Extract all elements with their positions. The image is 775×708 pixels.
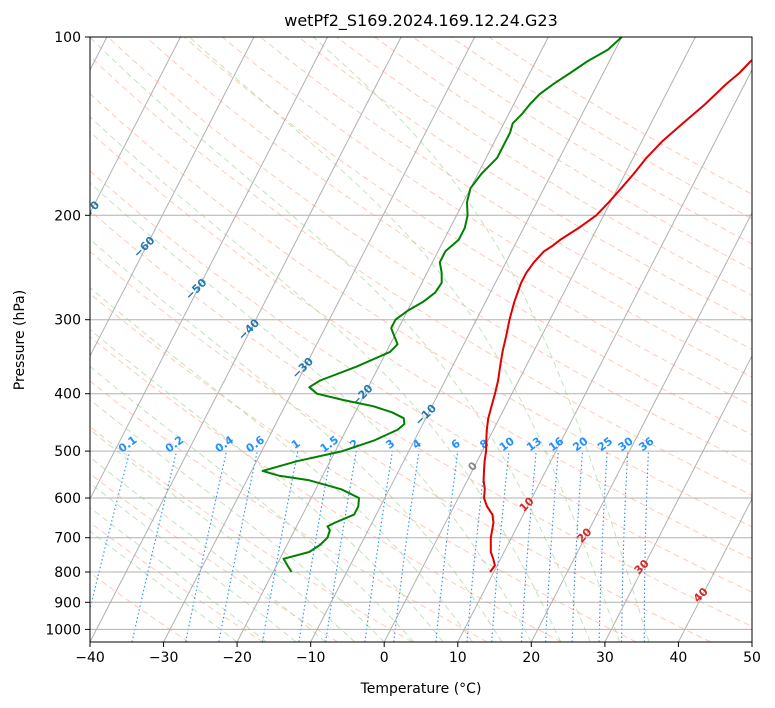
mixing-ratio-line [298, 451, 333, 642]
x-tick-label: 50 [743, 650, 761, 666]
dry-adiabat [90, 55, 752, 496]
isotherm [310, 37, 623, 642]
dry-adiabat [90, 170, 752, 593]
dry-adiabat [90, 210, 752, 627]
mixing-ratio-line [364, 451, 393, 642]
mixing-ratio-line [491, 451, 510, 642]
isotherm [236, 37, 549, 642]
isotherm [457, 68, 752, 642]
y-tick-label: 600 [54, 491, 81, 507]
isotherm [604, 354, 752, 642]
dry-adiabat [183, 37, 752, 407]
moist-adiabat [312, 37, 650, 642]
dry-adiabat [90, 92, 752, 528]
chart-title: wetPf2_S169.2024.169.12.24.G23 [284, 11, 558, 31]
dry-adiabat [145, 37, 752, 436]
dry-adiabat [221, 37, 752, 378]
isotherm [163, 37, 476, 642]
dry-adiabat [298, 37, 752, 323]
mixing-ratio-line [545, 451, 559, 642]
mixing-ratio-line [90, 450, 131, 611]
x-tick-label: 10 [449, 650, 467, 666]
mixing-ratio-line [466, 451, 487, 642]
x-axis-title: Temperature (°C) [360, 681, 482, 697]
y-tick-label: 800 [54, 565, 81, 581]
mixing-ratio-line [598, 451, 608, 642]
moist-adiabat [90, 116, 562, 642]
x-tick-label: −40 [75, 650, 105, 666]
dry-adiabat [90, 293, 637, 642]
moist-adiabat [90, 286, 473, 642]
mixing-ratio-line [393, 451, 420, 642]
mixing-ratio-line [185, 450, 228, 642]
x-tick-label: 0 [380, 650, 389, 666]
isotherm [90, 37, 329, 501]
dry-adiabat [90, 572, 189, 642]
mixing-ratio-line [435, 451, 459, 642]
y-tick-label: 900 [54, 595, 81, 611]
moist-adiabat [90, 328, 444, 642]
moist-adiabat [90, 530, 238, 642]
dry-adiabat [90, 250, 712, 642]
y-tick-label: 400 [54, 387, 81, 403]
moist-adiabat [90, 428, 356, 642]
x-tick-label: 30 [596, 650, 614, 666]
mixing-ratio-line [218, 450, 258, 642]
x-tick-label: −20 [222, 650, 252, 666]
dewpoint-profile-line [261, 37, 623, 573]
y-tick-label: 1000 [45, 622, 81, 638]
plot-frame [89, 36, 753, 643]
moist-adiabat [90, 456, 326, 642]
isotherm [383, 37, 696, 642]
mixing-ratio-line [325, 451, 357, 642]
x-tick-label: 40 [669, 650, 687, 666]
y-tick-label: 500 [54, 444, 81, 460]
y-tick-label: 100 [54, 30, 81, 46]
moist-adiabat [90, 398, 385, 642]
moist-adiabat [90, 482, 297, 642]
mixing-ratio-line [131, 450, 178, 642]
x-tick-label: 20 [522, 650, 540, 666]
mixing-ratio-line [261, 450, 299, 642]
moist-adiabat [188, 37, 621, 642]
grid-lines [90, 37, 752, 642]
y-tick-label: 700 [54, 531, 81, 547]
x-tick-label: −30 [149, 650, 179, 666]
dry-adiabat [90, 380, 488, 642]
isotherm [90, 37, 181, 215]
moist-adiabat [90, 37, 591, 642]
isotherm [530, 211, 752, 642]
y-axis-title: Pressure (hPa) [12, 290, 28, 390]
axis-ticks: −40 −30 −20 −10 0 10 20 30 40 50 1000 900 800 700 600 5… [45, 30, 761, 666]
mixing-ratio-line [643, 451, 649, 642]
y-tick-label: 300 [54, 313, 81, 329]
moist-adiabat [90, 238, 503, 642]
isotherm [90, 37, 402, 642]
dry-adiabat [336, 37, 752, 296]
mixing-ratio-line [571, 451, 584, 642]
moist-adiabat [90, 182, 532, 642]
profiles [261, 37, 752, 573]
isotherm [677, 497, 752, 642]
isotherm [90, 37, 255, 358]
y-tick-label: 200 [54, 208, 81, 224]
temperature-profile-line [482, 59, 752, 573]
mixing-ratio-line [520, 451, 537, 642]
x-tick-label: −10 [296, 650, 326, 666]
